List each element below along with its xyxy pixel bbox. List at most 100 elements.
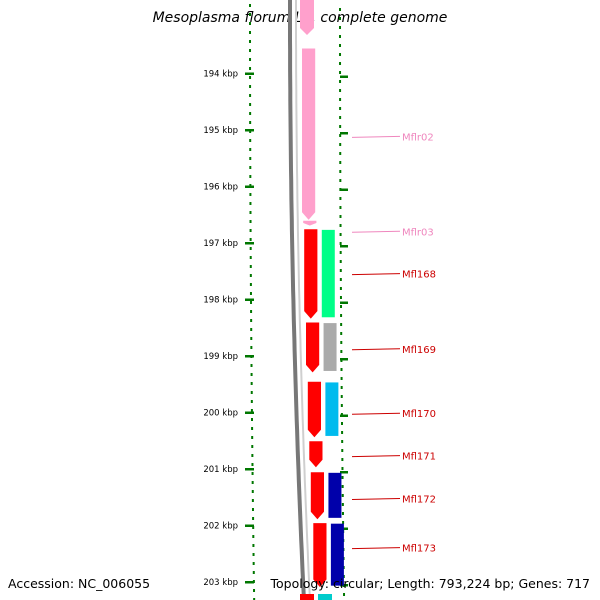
left-track-dot <box>250 418 253 421</box>
scale-tick-right <box>340 75 348 78</box>
feature-label-mflr03: Mflr03 <box>402 227 434 238</box>
left-track-dot <box>249 31 252 34</box>
right-track-dot <box>341 494 344 497</box>
feature-label-mfl168: Mfl168 <box>402 270 436 281</box>
left-track-dot <box>252 535 255 538</box>
right-track-dot <box>340 305 343 308</box>
left-track-dot <box>252 571 255 574</box>
left-track-dot <box>249 58 252 61</box>
right-track-dot <box>339 296 342 299</box>
left-track-dot <box>249 265 252 268</box>
right-track-dot <box>339 107 342 110</box>
left-track-dot <box>250 391 253 394</box>
cog-bar-mfl172 <box>328 472 342 518</box>
right-track-dot <box>339 215 342 218</box>
left-track-dot <box>251 463 254 466</box>
left-track-dot <box>249 229 252 232</box>
right-track-dot <box>339 98 342 101</box>
right-track-dot <box>339 143 342 146</box>
left-track-dot <box>252 562 255 565</box>
left-track-dot <box>249 94 252 97</box>
feature-label-mfl172: Mfl172 <box>402 495 436 506</box>
left-track-dot <box>249 157 252 160</box>
left-track-dot <box>251 445 254 448</box>
left-track-dot <box>253 598 256 600</box>
scale-tick <box>245 72 254 75</box>
right-track-dot <box>339 125 342 128</box>
scale-tick-right <box>340 301 348 304</box>
right-track-dot <box>339 26 342 29</box>
left-track-dot <box>251 427 254 430</box>
right-track-dot <box>339 44 342 47</box>
right-track-dot <box>340 368 343 371</box>
right-track-dot <box>341 503 344 506</box>
scale-label: 195 kbp <box>203 126 238 136</box>
left-track-dot <box>249 121 252 124</box>
scale-tick <box>245 524 254 527</box>
feature-label-mfl170: Mfl170 <box>402 409 436 420</box>
right-track-dot <box>339 134 342 137</box>
scale-tick-right <box>340 584 348 587</box>
left-track-dot <box>250 382 253 385</box>
right-track-dot <box>339 179 342 182</box>
feature-prev-stub <box>300 0 314 35</box>
left-track-dot <box>250 319 253 322</box>
right-track-dot <box>339 89 342 92</box>
feature-arrow-mfl172 <box>309 471 325 521</box>
left-track-dot <box>249 4 252 7</box>
scale-tick-right <box>340 358 348 361</box>
left-track-dot <box>251 436 254 439</box>
right-track-dot <box>340 323 343 326</box>
left-track-dot <box>249 292 252 295</box>
left-track-dot <box>251 481 254 484</box>
feature-arrow-mfl173 <box>312 522 328 589</box>
right-track-dot <box>339 206 342 209</box>
scale-tick <box>245 581 254 584</box>
feature-leader-mflr02 <box>351 135 401 138</box>
right-track-dot <box>339 152 342 155</box>
cog-bar-mfl170 <box>325 382 339 436</box>
left-track-dot <box>249 193 252 196</box>
scale-label: 199 kbp <box>203 352 238 362</box>
scale-tick <box>245 129 254 132</box>
scale-tick <box>245 242 254 245</box>
right-track-dot <box>339 242 342 245</box>
right-track-dot <box>339 80 342 83</box>
left-track-dot <box>249 211 252 214</box>
right-track-dot <box>341 458 344 461</box>
left-track-dot <box>250 409 253 412</box>
right-track-dot <box>341 431 344 434</box>
feature-label-mfl171: Mfl171 <box>402 452 436 463</box>
right-track-dot <box>339 251 342 254</box>
left-track-dot <box>249 283 252 286</box>
left-track-dot <box>249 139 252 142</box>
feature-leader-mflr03 <box>351 230 401 233</box>
right-track-dot <box>339 62 342 65</box>
left-track-dot <box>251 472 254 475</box>
right-track-dot <box>341 440 344 443</box>
scale-label: 194 kbp <box>203 70 238 80</box>
scale-label: 196 kbp <box>203 183 238 193</box>
feature-label-mfl169: Mfl169 <box>402 345 436 356</box>
scale-tick <box>245 185 254 188</box>
left-track-dot <box>250 400 253 403</box>
right-track-dot <box>339 161 342 164</box>
feature-leader-mfl168 <box>351 273 401 276</box>
right-track-dot <box>339 269 342 272</box>
left-track-dot <box>252 553 255 556</box>
left-track-dot <box>250 373 253 376</box>
right-track-dot <box>339 233 342 236</box>
right-track-dot <box>339 71 342 74</box>
right-track-dot <box>343 593 346 596</box>
right-track-dot <box>341 467 344 470</box>
scale-tick <box>245 298 254 301</box>
left-track-dot <box>252 544 255 547</box>
left-track-dot <box>249 112 252 115</box>
scale-label: 200 kbp <box>203 409 238 419</box>
feature-leader-mfl172 <box>351 498 401 501</box>
feature-arrow-mfl171 <box>308 440 324 469</box>
left-track-dot <box>250 346 253 349</box>
left-track-dot <box>250 364 253 367</box>
scale-label: 198 kbp <box>203 296 238 306</box>
left-track-dot <box>253 589 256 592</box>
